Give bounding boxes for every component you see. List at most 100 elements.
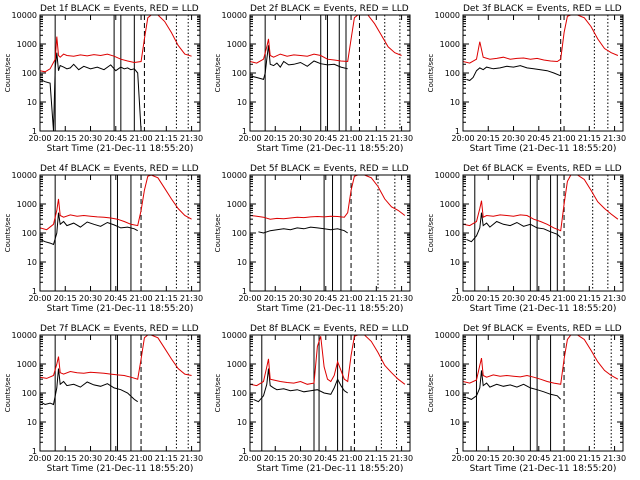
x-tick-label: 21:00 xyxy=(340,134,363,143)
x-tick-label: 21:15 xyxy=(155,134,178,143)
events-series-line xyxy=(40,52,142,131)
plot-frame xyxy=(462,174,624,292)
chart-title: Det 1f BLACK = Events, RED = LLD xyxy=(40,4,199,14)
x-tick-label: 20:15 xyxy=(477,454,500,463)
chart-title: Det 7f BLACK = Events, RED = LLD xyxy=(40,324,199,334)
y-tick-label: 10 xyxy=(27,418,37,427)
x-axis-label: Start Time (21-Dec-11 18:55:20) xyxy=(470,144,617,154)
y-tick-label: 10 xyxy=(237,258,247,267)
x-tick-label: 21:00 xyxy=(130,454,153,463)
lld-series-line xyxy=(463,335,619,385)
x-tick-label: 21:30 xyxy=(180,134,203,143)
events-series-line xyxy=(250,45,348,81)
x-tick-label: 20:15 xyxy=(264,454,287,463)
y-tick-label: 10 xyxy=(27,98,37,107)
lld-series-line xyxy=(463,175,619,232)
x-tick-label: 20:45 xyxy=(314,294,337,303)
x-tick-label: 20:30 xyxy=(289,294,312,303)
plot-area xyxy=(250,335,406,451)
y-tick-label: 100 xyxy=(232,229,247,238)
x-tick-label: 20:30 xyxy=(502,454,525,463)
y-axis-label: Counts/sec xyxy=(427,214,435,253)
plot-area xyxy=(250,15,402,131)
y-tick-label: 1 xyxy=(32,287,37,296)
events-series-line xyxy=(258,226,348,234)
events-series-line xyxy=(40,212,138,246)
x-tick-label: 20:00 xyxy=(451,134,474,143)
x-tick-label: 20:15 xyxy=(477,134,500,143)
y-tick-label: 100 xyxy=(445,229,460,238)
x-axis-label: Start Time (21-Dec-11 18:55:20) xyxy=(470,464,617,474)
x-axis-label: Start Time (21-Dec-11 18:55:20) xyxy=(257,464,404,474)
y-tick-label: 1000 xyxy=(17,200,37,209)
x-tick-label: 20:00 xyxy=(451,294,474,303)
chart-title: Det 4f BLACK = Events, RED = LLD xyxy=(40,164,199,174)
y-tick-label: 10000 xyxy=(12,331,37,340)
y-axis-label: Counts/sec xyxy=(214,374,222,413)
y-tick-label: 1 xyxy=(455,447,460,456)
x-tick-label: 21:30 xyxy=(180,294,203,303)
plot-frame xyxy=(249,334,411,452)
x-tick-label: 20:30 xyxy=(502,294,525,303)
y-tick-label: 100 xyxy=(445,389,460,398)
y-tick-label: 100 xyxy=(22,389,37,398)
x-tick-label: 20:00 xyxy=(28,134,51,143)
x-axis-label: Start Time (21-Dec-11 18:55:20) xyxy=(257,144,404,154)
y-axis-label: Counts/sec xyxy=(4,374,12,413)
x-tick-label: 21:15 xyxy=(578,294,601,303)
x-tick-label: 21:15 xyxy=(365,294,388,303)
x-tick-label: 21:00 xyxy=(553,134,576,143)
lld-series-line xyxy=(40,15,192,73)
events-series-line xyxy=(466,212,562,243)
y-tick-label: 1000 xyxy=(17,40,37,49)
y-tick-label: 10 xyxy=(237,418,247,427)
y-tick-label: 10 xyxy=(237,98,247,107)
x-tick-label: 20:00 xyxy=(238,454,261,463)
lld-series-line xyxy=(463,15,619,64)
x-tick-label: 21:00 xyxy=(553,294,576,303)
x-axis-label: Start Time (21-Dec-11 18:55:20) xyxy=(470,304,617,314)
y-tick-label: 10000 xyxy=(12,11,37,20)
plot-frame xyxy=(462,14,624,132)
y-tick-label: 100 xyxy=(22,69,37,78)
y-tick-label: 1000 xyxy=(440,360,460,369)
y-tick-label: 10000 xyxy=(222,11,247,20)
x-tick-label: 20:30 xyxy=(502,134,525,143)
lld-series-line xyxy=(250,335,406,387)
x-tick-label: 21:30 xyxy=(390,134,413,143)
events-series-line xyxy=(40,368,138,406)
y-tick-label: 10 xyxy=(450,418,460,427)
plot-area xyxy=(463,175,619,291)
events-series-line xyxy=(466,65,561,82)
x-tick-label: 20:15 xyxy=(477,294,500,303)
y-tick-label: 1000 xyxy=(227,200,247,209)
plot-area xyxy=(250,175,406,291)
x-tick-label: 20:15 xyxy=(264,134,287,143)
x-axis-label: Start Time (21-Dec-11 18:55:20) xyxy=(257,304,404,314)
lld-series-line xyxy=(40,175,192,231)
x-tick-label: 20:15 xyxy=(264,294,287,303)
x-tick-label: 20:45 xyxy=(314,454,337,463)
y-tick-label: 10000 xyxy=(435,331,460,340)
y-tick-label: 10 xyxy=(450,98,460,107)
plot-frame xyxy=(249,14,411,132)
y-tick-label: 1 xyxy=(32,127,37,136)
y-tick-label: 1000 xyxy=(17,360,37,369)
y-tick-label: 1000 xyxy=(440,40,460,49)
lld-series-line xyxy=(250,175,406,220)
y-axis-label: Counts/sec xyxy=(214,214,222,253)
chart-title: Det 3f BLACK = Events, RED = LLD xyxy=(463,4,622,14)
y-axis-label: Counts/sec xyxy=(427,374,435,413)
y-axis-label: Counts/sec xyxy=(427,54,435,93)
x-tick-label: 21:15 xyxy=(578,134,601,143)
plot-area xyxy=(463,15,619,131)
x-tick-label: 20:45 xyxy=(527,134,550,143)
y-tick-label: 10000 xyxy=(222,331,247,340)
chart-title: Det 8f BLACK = Events, RED = LLD xyxy=(250,324,409,334)
y-tick-label: 1 xyxy=(455,127,460,136)
events-series-line xyxy=(253,368,348,403)
x-axis-label: Start Time (21-Dec-11 18:55:20) xyxy=(47,304,194,314)
